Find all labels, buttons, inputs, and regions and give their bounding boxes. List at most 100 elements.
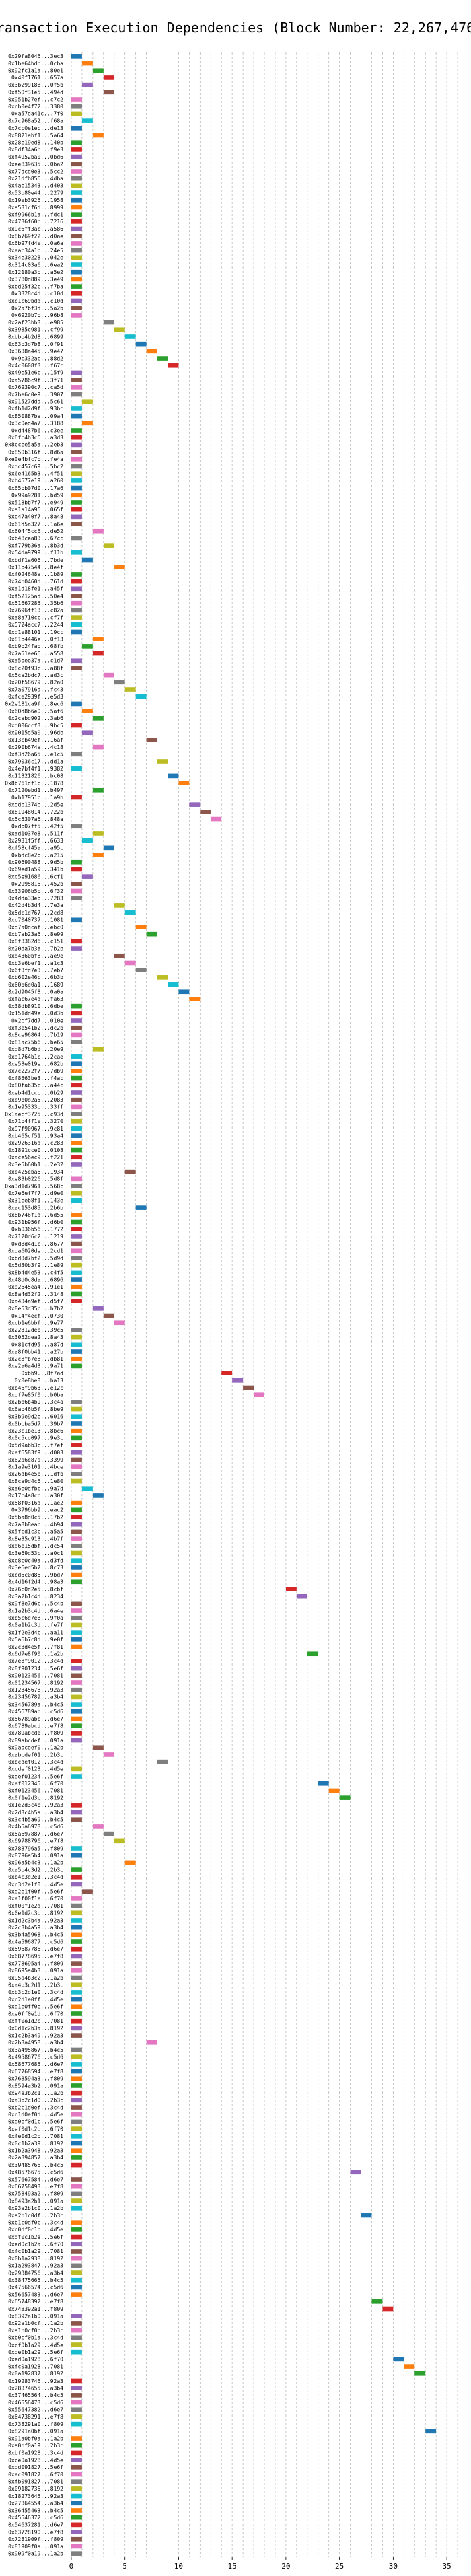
y-tick-label: 0x6b97fd4e...0a6a [8,240,63,246]
grid-layer [71,52,458,2557]
tx-bar [71,2227,82,2232]
tx-bar [71,1572,82,1577]
y-tick-label: 0x2a7bf3d...5a2b [11,305,63,311]
tx-bar [71,1054,82,1059]
tx-bar [92,1493,104,1498]
y-tick-label: 0xe2a6a4d3...9a71 [8,1363,63,1369]
tx-bar [71,1457,82,1462]
tx-bar [71,2134,82,2139]
y-tick-label: 0x8b4d4e53...c4f5 [8,1270,63,1276]
tx-bar [71,1515,82,1519]
y-tick-label: 0xcdef0123...4d5e [8,1766,63,1773]
tx-bar [71,2256,82,2261]
y-tick-label: 0x94a3b2c1...1a2b [8,2090,63,2096]
tx-bar [71,2234,82,2240]
y-tick-label: 0x28374655...a3b4 [8,2385,63,2391]
y-tick-label: 0x7c2272f7...7db9 [8,1068,63,1074]
y-tick-label: 0xf8563be3...f4ac [8,1075,63,1081]
y-tick-label: 0xb46f9b63...e12c [8,1385,63,1391]
y-tick-label: 0xa434a9ef...d5f7 [8,1298,63,1304]
tx-bar [71,104,82,109]
y-tick-label: 0xef012345...6f70 [8,1781,63,1787]
tx-bar [71,888,82,894]
y-tick-label: 0x6f3fd7e3...7eb7 [8,967,63,973]
y-tick-label: 0xb0cf0b1a...3c4d [8,2335,63,2341]
tx-bar [71,1939,82,1944]
tx-bar [71,1025,82,1030]
y-tick-label: 0x79036c17...dd1a [8,758,63,764]
y-tick-label: 0x8ca9d4c6...1e80 [8,1478,63,1484]
tx-bar [71,859,82,865]
tx-bar [71,1961,82,1966]
tx-bar [71,658,82,664]
tx-bar [103,845,114,851]
tx-bar [71,2328,82,2333]
y-tick-label: 0x7120d6c2...1219 [8,1233,63,1240]
y-tick-label: 0x5fcd1c3c...a5a5 [8,1529,63,1535]
tx-bar [71,1234,82,1239]
y-tick-label: 0x5c5307a6...848a [8,816,63,822]
tx-bar [71,1853,82,1858]
tx-bar [81,421,93,426]
tx-bar [71,1550,82,1556]
y-tick-label: 0x3b299188...0f5b [8,82,63,88]
y-tick-label: 0x95a4b3c2...1a2b [8,1975,63,1981]
y-tick-label: 0xd8d4d1c...8677 [11,1241,63,1247]
y-tick-label: 0x314c03a6...6ea2 [8,262,63,268]
tx-bar [92,637,104,641]
tx-bar [178,989,190,995]
y-tick-label: 0xde0b1a29...5e6f [8,2349,63,2355]
tx-bar [71,392,82,397]
x-tick-label: 25 [335,2562,344,2571]
tx-bar [71,2069,82,2074]
y-tick-label: 0xace56ec9...f221 [8,1155,63,1161]
tx-bar [124,1169,136,1174]
tx-bar [71,2062,82,2067]
tx-bar [71,450,82,454]
tx-bar [71,176,82,181]
tx-bar [71,622,82,627]
tx-bar [71,2472,82,2477]
tx-bar [71,766,82,771]
tx-bar [157,975,168,980]
tx-bar [71,284,82,289]
y-tick-label: 0x33906b5b...6f32 [8,888,63,894]
tx-bar [71,1090,82,1095]
tx-bar [71,2436,82,2441]
tx-bar [71,1155,82,1160]
tx-bar [71,2479,82,2484]
y-tick-label: 0x42d4b3d4...7e3a [8,902,63,908]
y-tick-label: 0x3638a445...9e47 [8,349,63,355]
y-tick-label: 0xb7ab23a6...8e99 [8,931,63,937]
y-tick-label: 0xff0e1d2c...7081 [8,2018,63,2024]
y-tick-label: 0x76c0d2e5...8cbf [8,1586,63,1592]
tx-bar [71,97,82,102]
y-tick-label: 0xf0123456...7081 [8,1788,63,1794]
y-tick-label: 0x9abcdef0...1a2b [8,1745,63,1751]
tx-bar [71,269,82,275]
tx-bar [243,1385,254,1390]
tx-bar [71,939,82,944]
tx-bar [71,1716,82,1721]
tx-bar [71,1112,82,1116]
tx-bar [71,1522,82,1527]
y-tick-label: 0x909f0a19...1a2b [8,2550,63,2556]
tx-bar [71,1659,82,1663]
tx-bar [71,370,82,375]
y-tick-label: 0x3e69d53c...a0c1 [8,1550,63,1557]
y-tick-label: 0xe425eba6...1934 [8,1169,63,1175]
y-tick-label: 0x23456789...a3b4 [8,1694,63,1701]
tx-bar [71,1443,82,1447]
y-tick-label: 0xd4360bf8...ae9e [8,953,63,959]
tx-bar [71,1903,82,1908]
y-tick-label: 0x1a9e3101...4bce [8,1464,63,1470]
tx-bar [71,867,82,872]
tx-bar [71,442,82,448]
y-tick-label: 0x62a6e87a...3399 [8,1457,63,1463]
tx-bar [71,406,82,411]
tx-bar [92,1745,104,1750]
tx-bar [71,666,82,670]
y-tick-label: 0x49586776...c5d6 [8,2054,63,2060]
tx-bar [135,1205,147,1210]
tx-bar [71,2292,82,2297]
